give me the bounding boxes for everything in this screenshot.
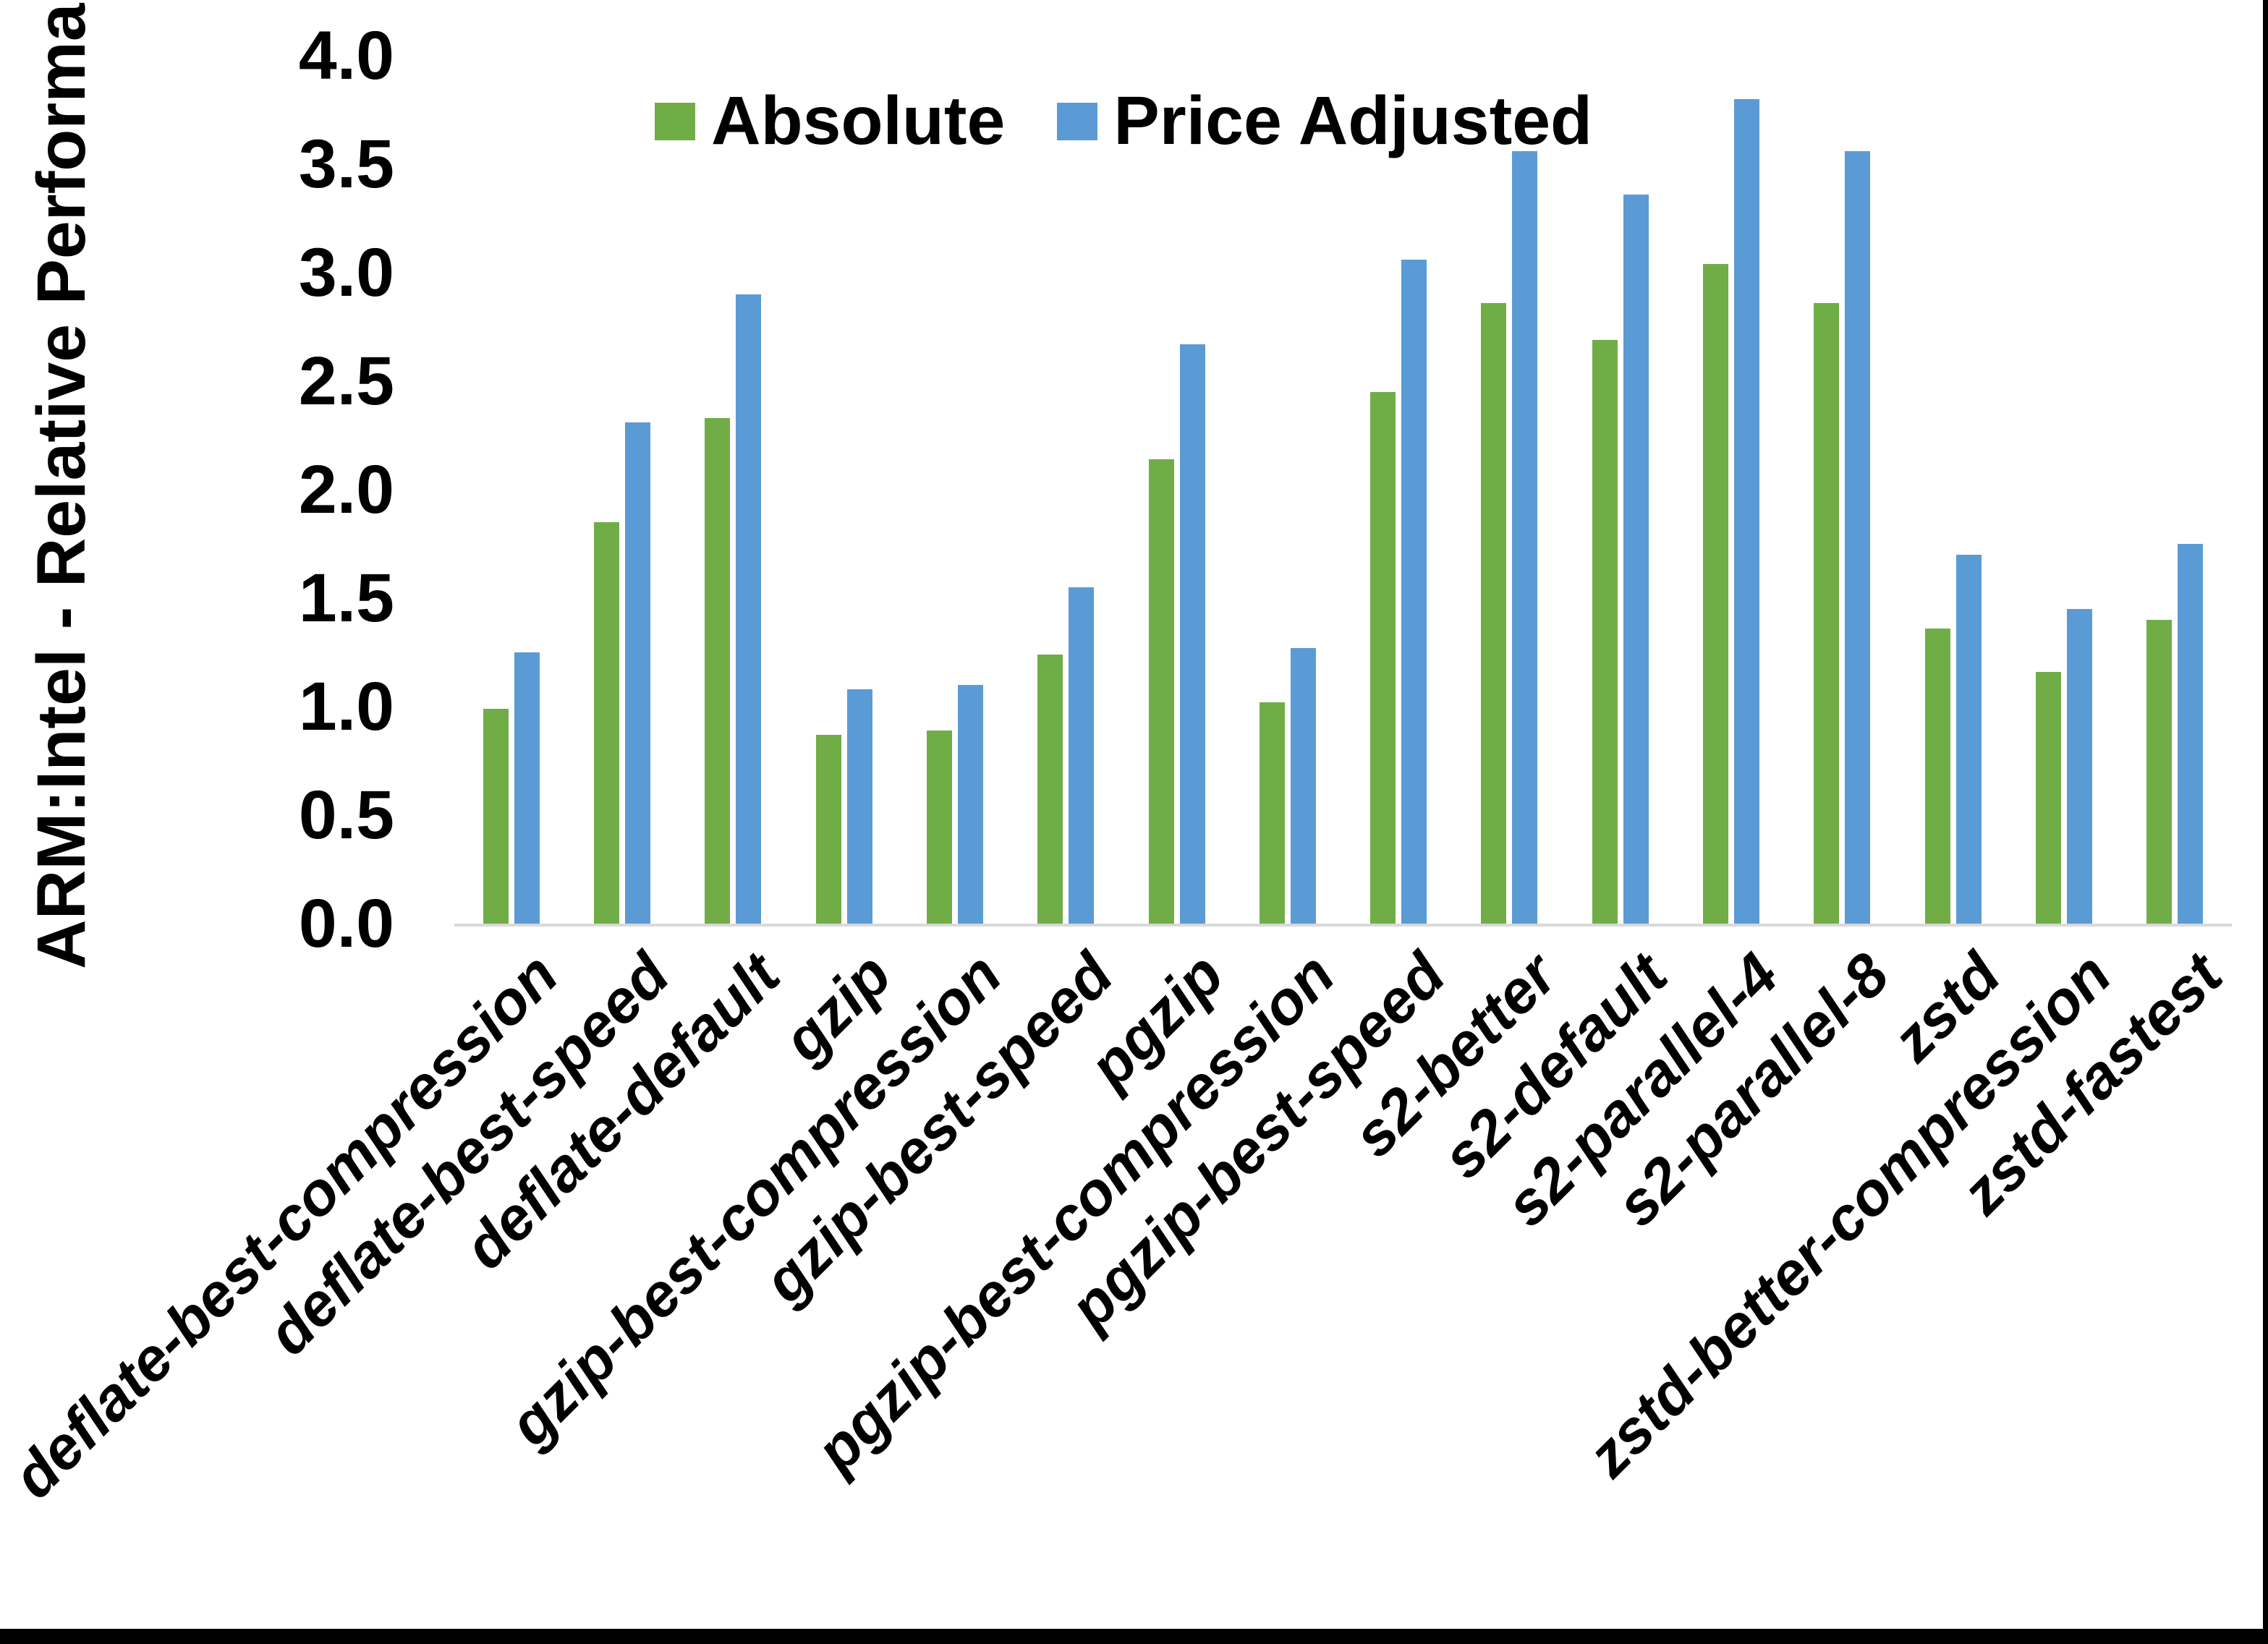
x-axis-baseline — [454, 924, 2232, 927]
legend-label-absolute: Absolute — [711, 82, 1006, 159]
bar-absolute — [1259, 702, 1285, 924]
bar-absolute — [593, 522, 619, 924]
legend-entry-absolute: Absolute — [655, 87, 1005, 156]
bar-group: s2-parallel-4 — [1492, 56, 1791, 1239]
y-tick-label: 0.0 — [298, 885, 394, 962]
legend-label-price-adjusted: Price Adjusted — [1113, 82, 1593, 159]
bar-price-adjusted — [2067, 609, 2093, 924]
bar-price-adjusted — [514, 652, 540, 924]
bar-pair — [1814, 151, 1871, 924]
page-border-right — [2263, 0, 2268, 1644]
bar-price-adjusted — [1179, 344, 1205, 924]
bar-group: gzip-best-speed — [750, 56, 1126, 1315]
bar-group: gzip — [770, 56, 904, 1074]
bar-price-adjusted — [1401, 260, 1427, 924]
y-tick-label: 3.5 — [298, 126, 394, 203]
bar-group: deflate-best-speed — [254, 56, 681, 1368]
bar-absolute — [1814, 303, 1840, 924]
bar-absolute — [2146, 620, 2173, 924]
bar-pair — [1481, 151, 1538, 924]
bar-pair — [705, 294, 762, 924]
bar-group: pgzip-best-speed — [1057, 56, 1458, 1342]
bar-pair — [1592, 195, 1649, 924]
bar-pair — [2146, 544, 2204, 924]
bar-group: gzip-best-compression — [496, 56, 1014, 1458]
bar-pair — [593, 422, 650, 924]
bar-absolute — [1481, 303, 1507, 924]
bar-absolute — [815, 735, 841, 924]
bar-price-adjusted — [736, 294, 762, 924]
y-axis-title: ARM:Intel - Relative Performance — [23, 0, 100, 969]
bar-price-adjusted — [1955, 555, 1982, 924]
y-tick-label: 0.5 — [298, 777, 394, 853]
bar-absolute — [483, 709, 509, 924]
bar-group: s2-better — [1339, 56, 1569, 1170]
legend: Absolute Price Adjusted — [655, 87, 1592, 156]
y-tick-label: 1.5 — [298, 560, 394, 636]
bar-group: s2-default — [1429, 56, 1680, 1191]
bar-group: zstd — [1879, 56, 2013, 1074]
y-tick-label: 1.0 — [298, 668, 394, 745]
bar-pair — [1037, 587, 1095, 924]
bar-absolute — [705, 418, 731, 924]
bar-group: s2-parallel-8 — [1603, 56, 1902, 1239]
bar-price-adjusted — [1734, 99, 1760, 924]
bar-price-adjusted — [1290, 648, 1316, 924]
bar-absolute — [926, 731, 952, 924]
bar-absolute — [1592, 340, 1618, 924]
legend-swatch-price-adjusted — [1057, 102, 1098, 140]
bar-price-adjusted — [846, 689, 872, 924]
legend-entry-price-adjusted: Price Adjusted — [1057, 87, 1592, 156]
bar-absolute — [1148, 459, 1174, 924]
bar-absolute — [1924, 629, 1950, 924]
bar-absolute — [1037, 655, 1063, 924]
bar-absolute — [1370, 392, 1396, 924]
plot-area: deflate-best-compression deflate-best-spe… — [0, 56, 2235, 1511]
bar-group: zstd-better-compression — [1574, 56, 2123, 1489]
bar-pair — [1259, 648, 1316, 924]
bar-pair — [483, 652, 540, 924]
bar-price-adjusted — [1069, 587, 1095, 924]
bar-group: pgzip — [1076, 56, 1236, 1100]
bar-price-adjusted — [624, 422, 650, 924]
legend-swatch-absolute — [655, 102, 695, 140]
bar-group: zstd-fastest — [1948, 56, 2235, 1227]
y-tick-label: 3.0 — [298, 234, 394, 311]
bar-pair — [1924, 555, 1982, 924]
y-tick-label: 2.5 — [298, 343, 394, 419]
bar-price-adjusted — [1512, 151, 1538, 924]
bar-absolute — [1703, 264, 1729, 924]
bar-pair — [1148, 344, 1205, 924]
y-tick-label: 2.0 — [298, 451, 394, 528]
bar-groups: deflate-best-compression deflate-best-spe… — [0, 56, 2235, 1511]
bar-pair — [815, 689, 872, 924]
y-tick-label: 4.0 — [298, 17, 394, 94]
bar-pair — [1703, 99, 1760, 924]
bar-group: deflate-default — [451, 56, 793, 1282]
bar-price-adjusted — [1623, 195, 1649, 924]
bar-pair — [1370, 260, 1427, 924]
bar-price-adjusted — [957, 685, 983, 924]
bar-absolute — [2036, 672, 2062, 924]
page-border-bottom — [0, 1629, 2268, 1644]
bar-group: deflate-best-compression — [0, 56, 571, 1511]
bar-pair — [926, 685, 983, 924]
bar-price-adjusted — [2178, 544, 2204, 924]
bar-pair — [2036, 609, 2093, 924]
bar-price-adjusted — [1845, 151, 1871, 924]
bar-group: pgzip-best-compression — [802, 56, 1347, 1485]
